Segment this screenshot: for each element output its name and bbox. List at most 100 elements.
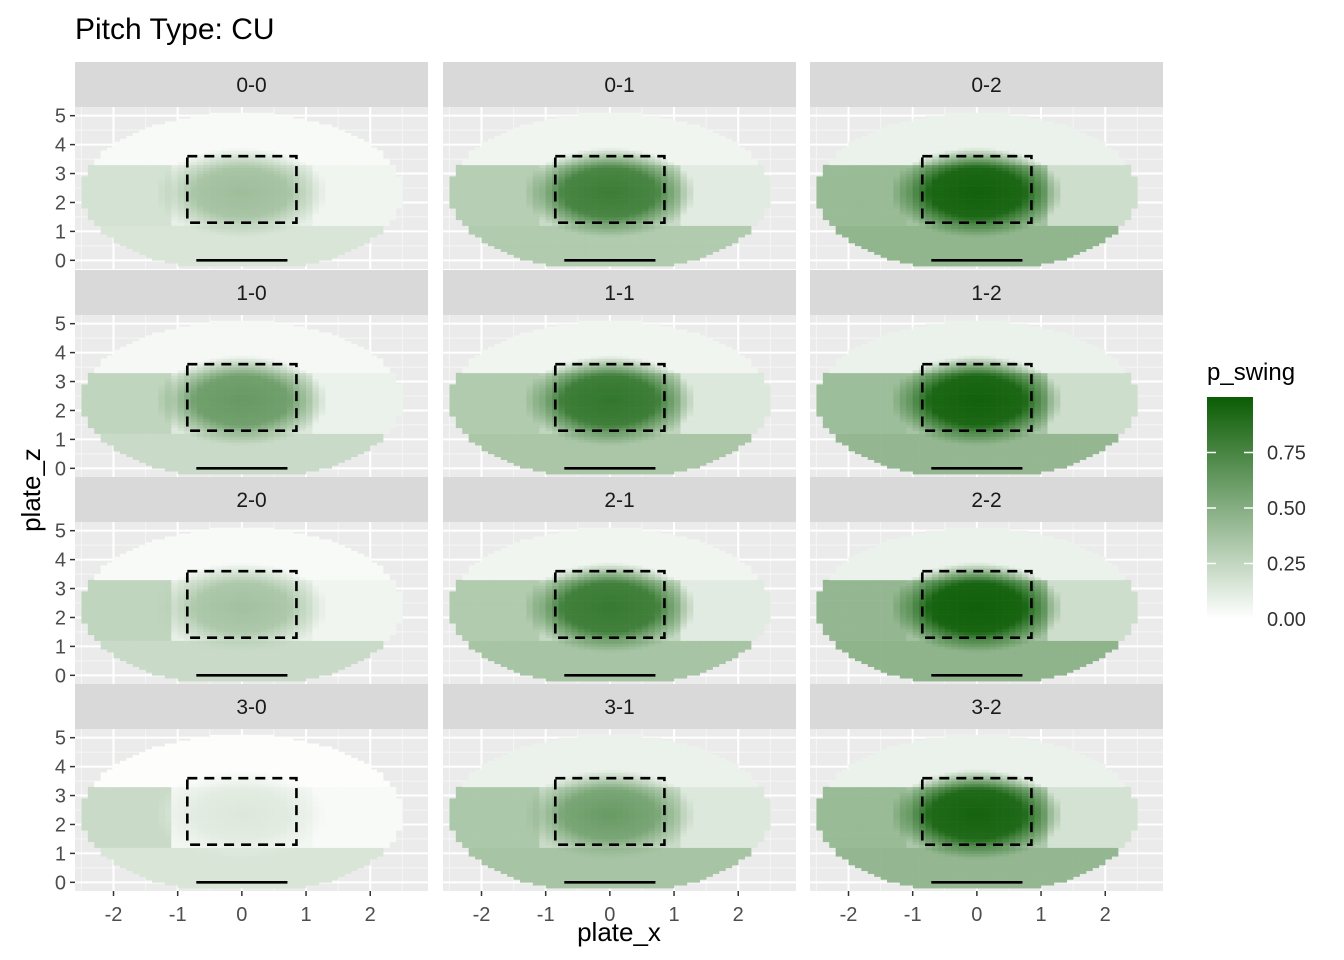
- heat-tile: [345, 171, 352, 174]
- heat-tile: [725, 139, 732, 142]
- heat-tile: [184, 220, 191, 223]
- heat-tile: [738, 150, 745, 153]
- heat-tile: [94, 159, 101, 162]
- heat-tile: [559, 200, 566, 203]
- heat-tile: [197, 153, 204, 156]
- heat-tile: [842, 217, 849, 220]
- heat-tile: [191, 121, 198, 124]
- heat-tile: [751, 182, 758, 185]
- heat-tile: [674, 234, 681, 237]
- heat-tile: [287, 168, 294, 171]
- heat-tile: [520, 211, 527, 214]
- heat-tile: [396, 188, 403, 191]
- heat-tile: [325, 139, 332, 142]
- heat-tile: [514, 130, 521, 133]
- heat-tile: [597, 246, 604, 249]
- heat-tile: [829, 159, 836, 162]
- heat-tile: [287, 255, 294, 258]
- heat-tile: [280, 176, 287, 179]
- heat-tile: [706, 205, 713, 208]
- heat-tile: [603, 133, 610, 136]
- heat-tile: [674, 257, 681, 260]
- heat-tile: [325, 202, 332, 205]
- heat-tile: [507, 226, 514, 229]
- heat-tile: [514, 159, 521, 162]
- heat-tile: [706, 217, 713, 220]
- heat-tile: [526, 148, 533, 151]
- heat-tile: [223, 229, 230, 232]
- heat-tile: [178, 150, 185, 153]
- heat-tile: [507, 188, 514, 191]
- heat-tile: [216, 171, 223, 174]
- heat-tile: [539, 223, 546, 226]
- heat-tile: [597, 162, 604, 165]
- heat-tile: [539, 200, 546, 203]
- heat-tile: [210, 217, 217, 220]
- heat-tile: [325, 237, 332, 240]
- heat-tile: [178, 252, 185, 255]
- heat-tile: [578, 191, 585, 194]
- heat-tile: [687, 220, 694, 223]
- heat-tile: [306, 220, 313, 223]
- heat-tile: [680, 194, 687, 197]
- heat-tile: [732, 159, 739, 162]
- heat-tile: [351, 185, 358, 188]
- heat-tile: [861, 185, 868, 188]
- heat-tile: [377, 217, 384, 220]
- heat-tile: [325, 229, 332, 232]
- heat-tile: [261, 121, 268, 124]
- y-tick-label: 1: [55, 221, 66, 243]
- heat-tile: [526, 202, 533, 205]
- heat-tile: [829, 205, 836, 208]
- heat-tile: [357, 174, 364, 177]
- heat-tile: [357, 171, 364, 174]
- heat-tile: [345, 185, 352, 188]
- heat-tile: [514, 179, 521, 182]
- heat-tile: [345, 217, 352, 220]
- heat-tile: [565, 179, 572, 182]
- heat-tile: [223, 211, 230, 214]
- heat-tile: [680, 211, 687, 214]
- heat-tile: [197, 202, 204, 205]
- heat-tile: [655, 234, 662, 237]
- heat-tile: [152, 182, 159, 185]
- heat-tile: [293, 260, 300, 263]
- heat-tile: [223, 113, 230, 116]
- heat-tile: [158, 200, 165, 203]
- heat-tile: [565, 182, 572, 185]
- heat-tile: [229, 191, 236, 194]
- heat-tile: [319, 234, 326, 237]
- heat-tile: [603, 211, 610, 214]
- heat-tile: [655, 142, 662, 145]
- heat-tile: [565, 148, 572, 151]
- heat-tile: [389, 194, 396, 197]
- heat-tile: [389, 205, 396, 208]
- heat-tile: [146, 211, 153, 214]
- heat-tile: [306, 255, 313, 258]
- heat-tile: [713, 220, 720, 223]
- heat-tile: [719, 179, 726, 182]
- heat-tile: [868, 148, 875, 151]
- heat-tile: [693, 136, 700, 139]
- heat-tile: [158, 249, 165, 252]
- heat-tile: [216, 226, 223, 229]
- heat-tile: [357, 205, 364, 208]
- heat-tile: [636, 205, 643, 208]
- heat-tile: [191, 246, 198, 249]
- heat-tile: [494, 214, 501, 217]
- heat-tile: [655, 179, 662, 182]
- heat-tile: [370, 220, 377, 223]
- heat-tile: [674, 121, 681, 124]
- heat-tile: [539, 124, 546, 127]
- heat-tile: [520, 197, 527, 200]
- heat-tile: [610, 229, 617, 232]
- heat-tile: [571, 130, 578, 133]
- heat-tile: [133, 142, 140, 145]
- heat-tile: [674, 156, 681, 159]
- heat-tile: [235, 171, 242, 174]
- heat-tile: [287, 243, 294, 246]
- heat-tile: [338, 176, 345, 179]
- heat-tile: [842, 197, 849, 200]
- heat-tile: [533, 223, 540, 226]
- heat-tile: [203, 168, 210, 171]
